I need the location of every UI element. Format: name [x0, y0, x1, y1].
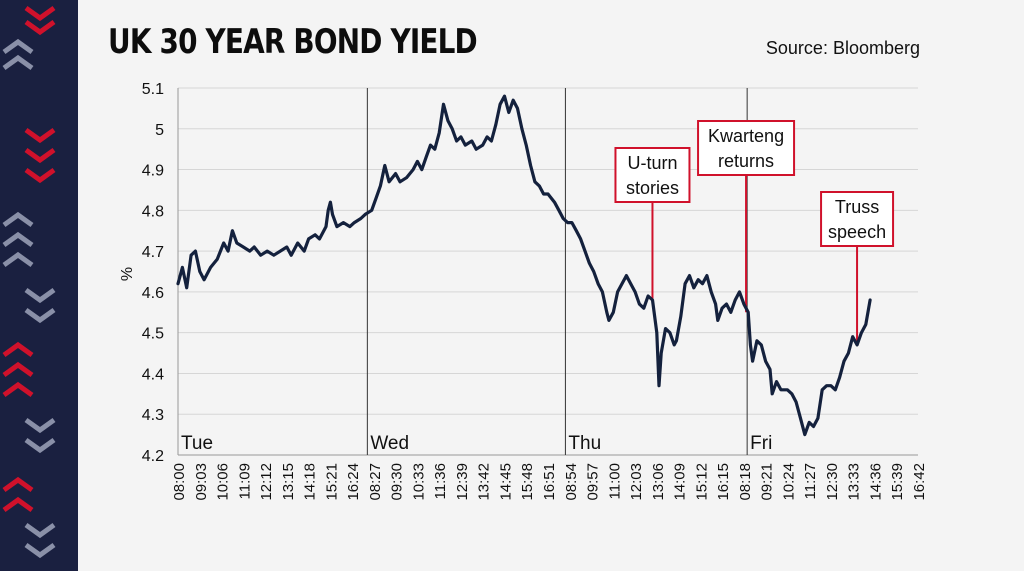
- x-tick-label: 13:42: [476, 463, 493, 501]
- x-tick-label: 16:42: [911, 463, 928, 501]
- y-axis-label: %: [119, 267, 136, 281]
- chevron-icon: [2, 341, 34, 358]
- y-tick-label: 4.3: [142, 407, 164, 424]
- annotation-box: [614, 147, 691, 203]
- x-tick-label: 10:24: [780, 463, 797, 501]
- x-tick-label: 15:39: [889, 463, 906, 501]
- annotation-box: [697, 120, 796, 176]
- x-tick-label: 16:24: [345, 463, 362, 501]
- chart-title: UK 30 YEAR BOND YIELD: [108, 22, 478, 62]
- x-tick-label: 12:39: [454, 463, 471, 501]
- series-line: [176, 94, 872, 437]
- x-tick-label: 14:45: [497, 463, 514, 501]
- x-tick-label: 11:27: [802, 463, 819, 499]
- x-tick-label: 15:12: [693, 463, 710, 501]
- x-tick-label: 14:36: [867, 463, 884, 501]
- y-tick-label: 4.4: [142, 366, 164, 383]
- chart-source: Source: Bloomberg: [765, 38, 920, 58]
- x-tick-label: 13:06: [650, 463, 667, 501]
- x-tick-label: 13:15: [280, 463, 297, 501]
- y-tick-label: 4.2: [142, 448, 164, 465]
- chevron-icon: [24, 127, 56, 144]
- y-tick-label: 4.8: [142, 203, 164, 220]
- y-tick-label: 4.6: [142, 285, 164, 302]
- x-tick-label: 15:48: [519, 463, 536, 501]
- chevron-icon: [2, 38, 34, 55]
- chart-panel: [78, 0, 1024, 571]
- x-tick-label: 09:57: [585, 463, 602, 501]
- chevron-icon: [24, 307, 56, 324]
- x-tick-label: 11:36: [432, 463, 449, 499]
- chevron-icon: [24, 167, 56, 184]
- chevron-icon: [24, 542, 56, 559]
- chevron-icon: [2, 251, 34, 268]
- day-label: Wed: [370, 433, 409, 454]
- chevron-icon: [24, 147, 56, 164]
- x-tick-label: 12:03: [628, 463, 645, 501]
- chevron-icon: [2, 54, 34, 71]
- y-tick-label: 5: [155, 122, 164, 139]
- x-tick-label: 16:51: [541, 463, 558, 501]
- annotation-text: speech: [828, 222, 886, 242]
- chevron-icon: [24, 417, 56, 434]
- chevron-pattern-icon: [2, 5, 56, 559]
- chevron-icon: [2, 361, 34, 378]
- day-label: Fri: [750, 433, 772, 454]
- chevron-icon: [2, 231, 34, 248]
- day-label: Tue: [181, 433, 213, 454]
- x-tick-label: 13:33: [846, 463, 863, 501]
- chevron-icon: [2, 211, 34, 228]
- annotation-text: Kwarteng: [708, 126, 784, 146]
- annotation-text: U-turn: [627, 153, 677, 173]
- x-tick-label: 11:09: [236, 463, 253, 499]
- chevron-icon: [24, 19, 56, 36]
- annotation-box: [820, 191, 895, 247]
- x-tick-label: 12:30: [824, 463, 841, 501]
- chevron-icon: [24, 5, 56, 22]
- x-tick-label: 08:00: [171, 463, 188, 501]
- x-tick-label: 16:15: [715, 463, 732, 501]
- y-tick-label: 4.7: [142, 244, 164, 261]
- chevron-icon: [2, 496, 34, 513]
- x-tick-label: 10:33: [410, 463, 427, 501]
- chevron-icon: [24, 287, 56, 304]
- side-strip: [0, 0, 78, 571]
- x-tick-label: 14:09: [672, 463, 689, 501]
- chevron-icon: [24, 437, 56, 454]
- chevron-icon: [2, 381, 34, 398]
- chevron-icon: [2, 476, 34, 493]
- annotation-text: stories: [626, 178, 679, 198]
- annotation-text: Truss: [835, 197, 879, 217]
- x-tick-label: 08:18: [737, 463, 754, 501]
- x-tick-label: 15:21: [323, 463, 340, 501]
- x-tick-label: 11:00: [606, 463, 623, 499]
- x-tick-label: 09:30: [389, 463, 406, 501]
- y-tick-label: 4.5: [142, 326, 164, 343]
- x-tick-label: 12:12: [258, 463, 275, 501]
- x-tick-label: 09:03: [193, 463, 210, 501]
- x-tick-label: 08:54: [563, 463, 580, 501]
- y-tick-label: 5.1: [142, 81, 164, 98]
- annotation-text: returns: [718, 151, 774, 171]
- x-tick-label: 14:18: [302, 463, 319, 501]
- y-tick-label: 4.9: [142, 163, 164, 180]
- x-tick-label: 08:27: [367, 463, 384, 501]
- day-label: Thu: [568, 433, 601, 454]
- x-tick-label: 10:06: [215, 463, 232, 501]
- chevron-icon: [24, 522, 56, 539]
- x-tick-label: 09:21: [759, 463, 776, 501]
